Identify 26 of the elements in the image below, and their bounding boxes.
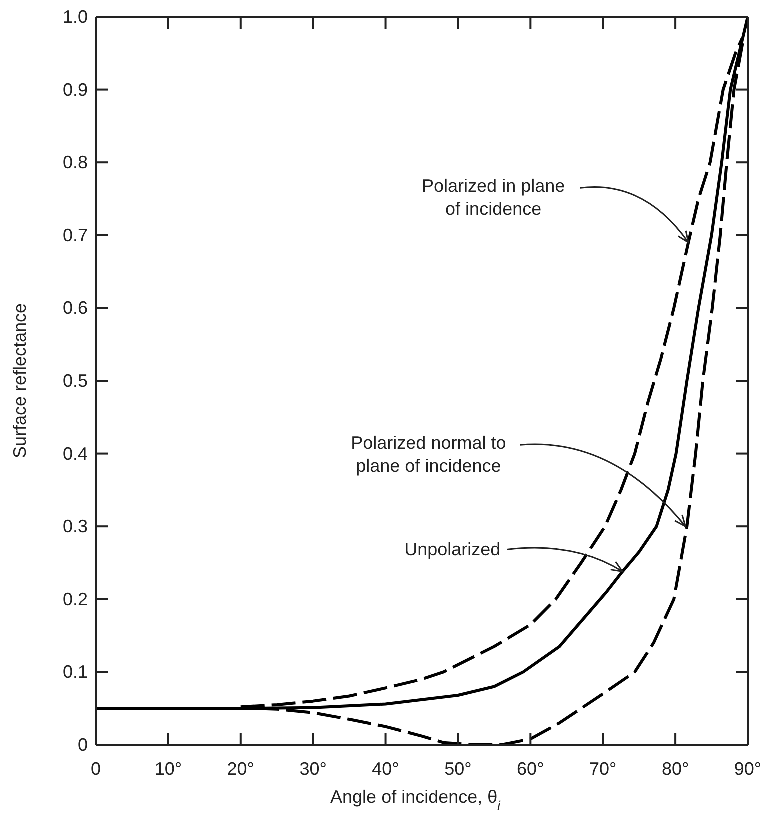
- y-tick-label: 0.3: [62, 516, 88, 537]
- x-tick-label: 90°: [734, 759, 762, 779]
- x-tick-label: 50°: [444, 759, 472, 779]
- x-tick-label: 30°: [300, 759, 327, 779]
- y-tick-label: 0.2: [62, 589, 88, 610]
- y-tick-label: 0.9: [62, 80, 88, 100]
- x-tick-label: 60°: [517, 759, 544, 779]
- annotation: Polarized normal to plane of incidence: [351, 433, 506, 476]
- y-tick-label: 0.1: [62, 662, 88, 682]
- x-tick-label: 0: [90, 759, 102, 779]
- y-tick-label: 0.6: [62, 298, 88, 318]
- y-tick-label: 1.0: [62, 7, 88, 27]
- y-axis-title: Surface reflectance: [10, 303, 30, 459]
- y-tick-label: 0.8: [62, 152, 88, 173]
- x-axis-title: Angle of incidence, θ$_{i}$: [330, 787, 502, 813]
- y-tick-label: 0.5: [62, 371, 88, 391]
- annotation: Polarized in plane of incidence: [422, 176, 566, 220]
- x-tick-label: 80°: [662, 759, 690, 779]
- y-tick-label: 0.4: [62, 444, 88, 464]
- x-tick-label: 20°: [227, 759, 255, 779]
- y-tick-label: 0: [78, 735, 88, 755]
- x-tick-label: 10°: [154, 759, 182, 779]
- annotation: Unpolarized: [404, 540, 501, 560]
- x-tick-label: 70°: [589, 759, 617, 779]
- y-tick-label: 0.7: [62, 225, 88, 246]
- x-tick-label: 40°: [372, 759, 400, 779]
